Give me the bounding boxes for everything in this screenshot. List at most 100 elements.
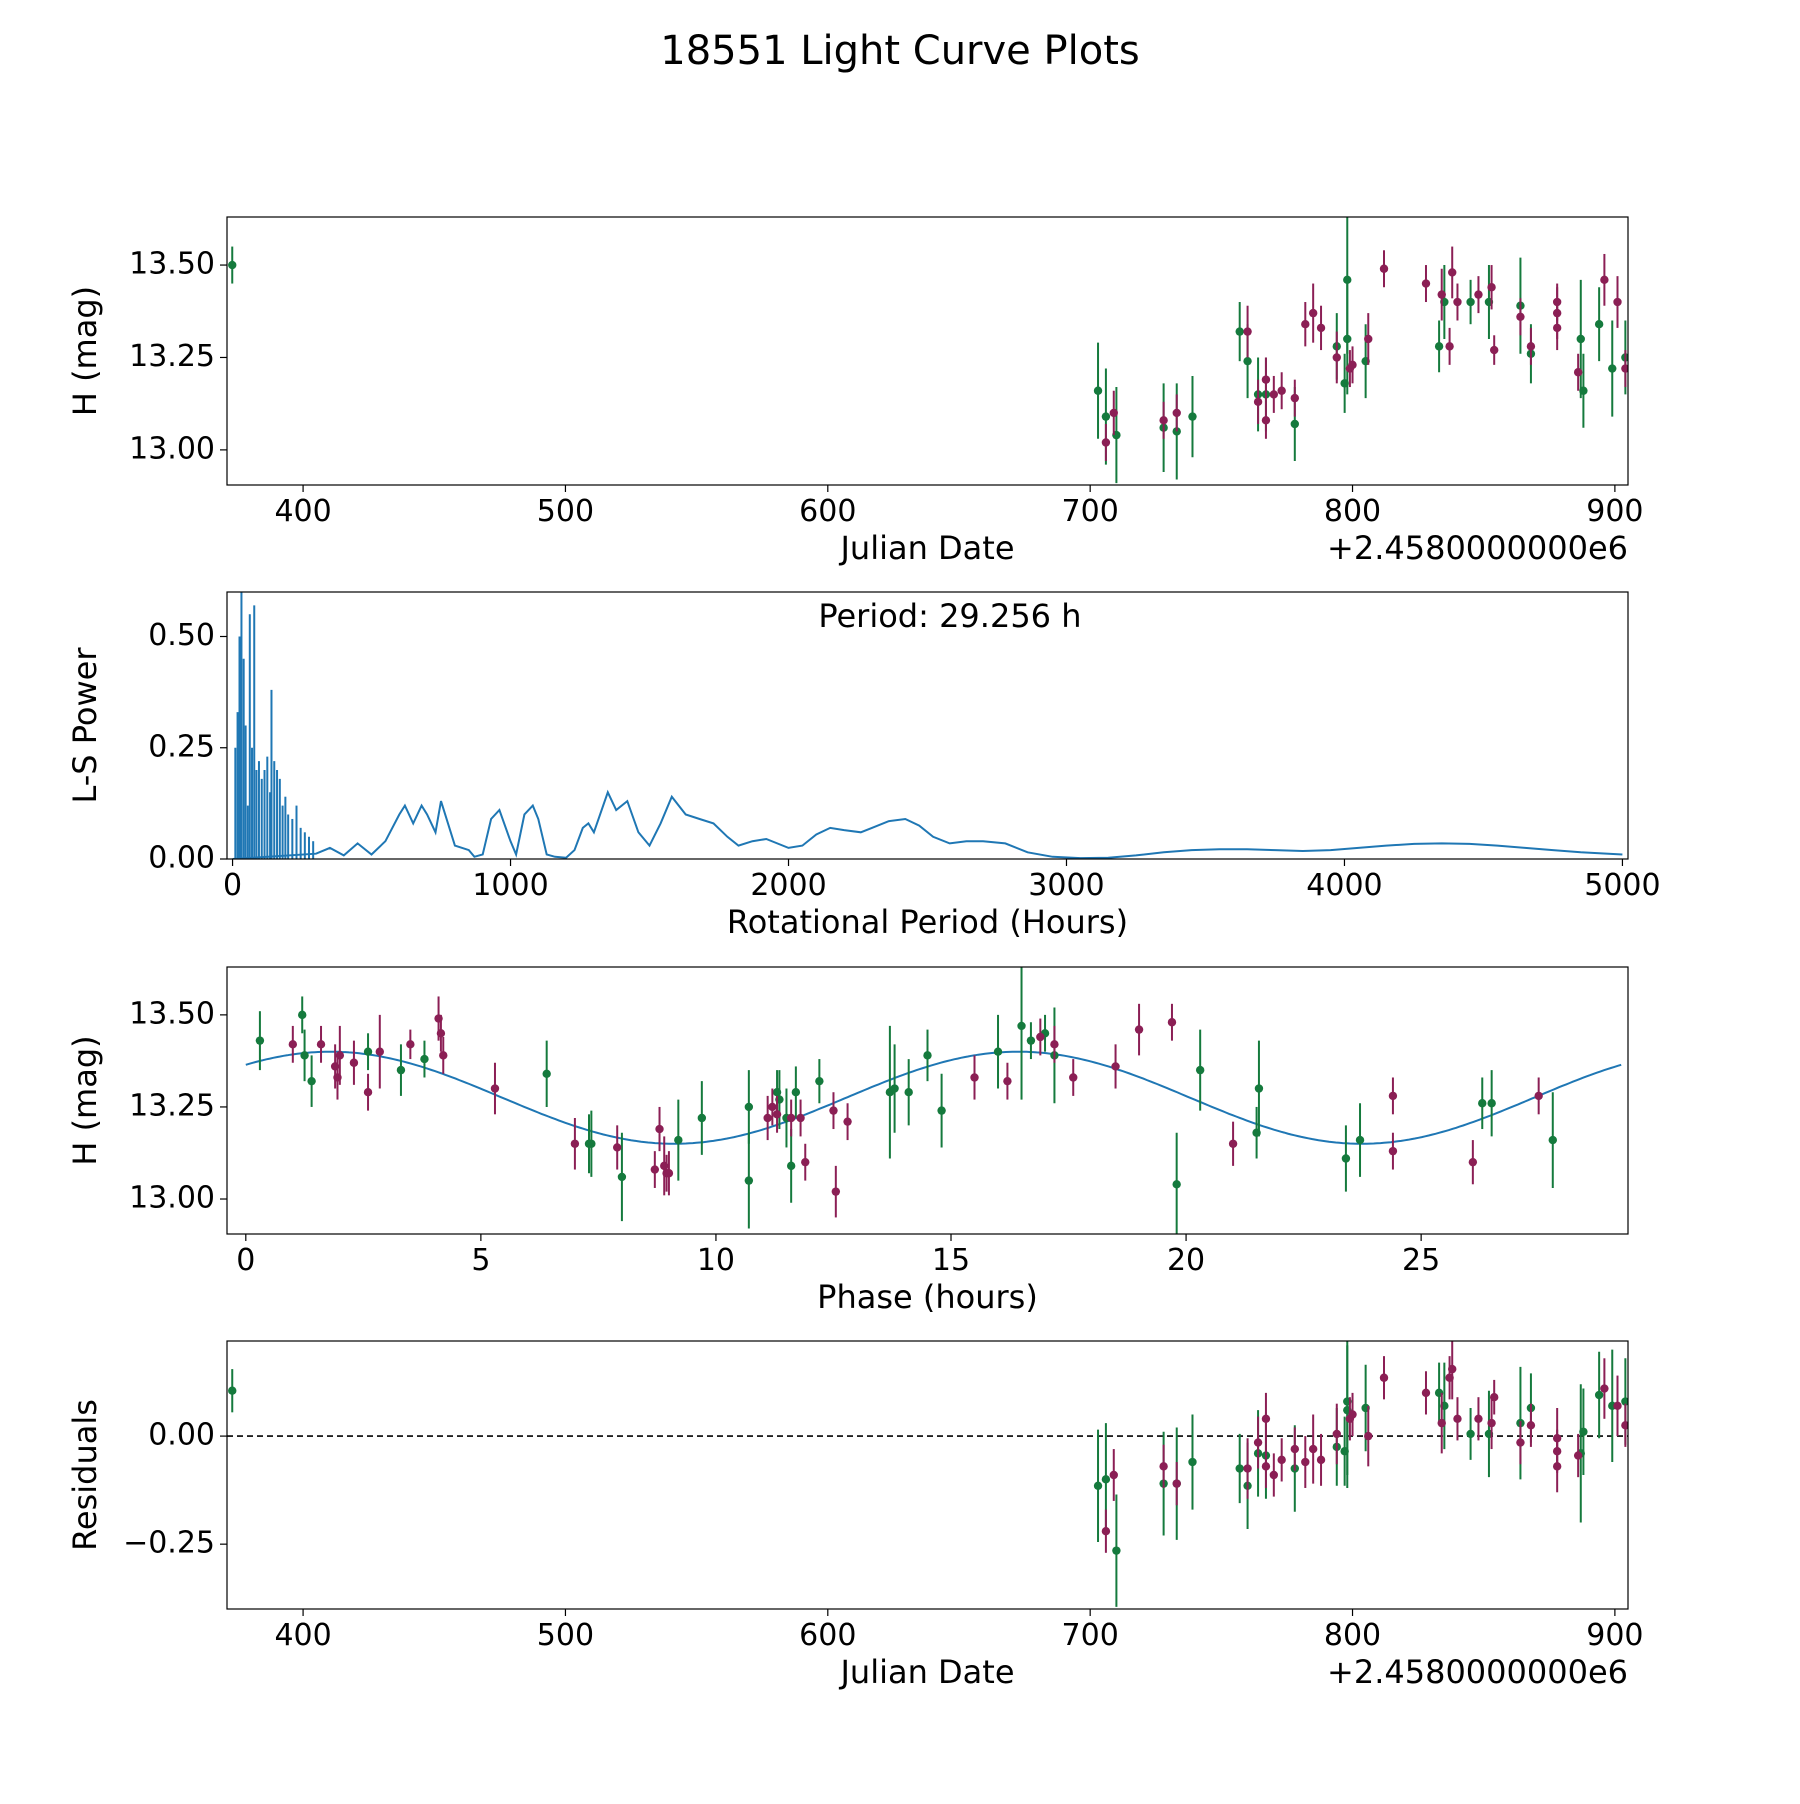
phase-data-point: [542, 1069, 551, 1079]
lc-data-point: [1552, 297, 1562, 307]
res-data-point: [1269, 1470, 1279, 1480]
phase-data-point: [363, 1047, 373, 1056]
lc-data-point: [1379, 264, 1389, 273]
phase-data-point: [1195, 1065, 1205, 1075]
res-data-point: [1448, 1364, 1457, 1374]
res-data-point: [1489, 1392, 1499, 1402]
phase-data-point: [436, 1029, 446, 1038]
phase-xtick-label: 20: [1167, 1243, 1205, 1278]
res-data-point: [1348, 1410, 1357, 1419]
lc-data-point: [1159, 416, 1168, 425]
res-data-point: [1552, 1462, 1562, 1471]
lc-data-point: [1364, 334, 1373, 344]
lc-data-point: [1261, 375, 1271, 384]
ls-ytick-label: 0.50: [148, 618, 215, 653]
phase-data-point: [613, 1143, 622, 1152]
phase-ylabel: H (mag): [66, 1035, 104, 1165]
lc-data-point: [1301, 320, 1310, 329]
res-xlabel: Julian Date: [838, 1653, 1014, 1691]
res-data-point: [1188, 1457, 1197, 1467]
lc-data-point: [1421, 279, 1431, 288]
lc-data-point: [1576, 334, 1585, 344]
phase-data-point: [349, 1058, 359, 1067]
lc-ytick-label: 13.50: [129, 247, 215, 282]
ls-power-curve: [232, 789, 1623, 859]
phase-data-point: [255, 1036, 265, 1045]
phase-data-point: [791, 1088, 801, 1097]
lc-data-point: [1332, 353, 1341, 362]
lc-data-point: [1613, 297, 1622, 307]
lc-data-point: [1243, 356, 1252, 366]
lc-data-point: [1552, 323, 1562, 333]
phase-xtick-label: 10: [697, 1243, 735, 1278]
res-axes-frame: [226, 1340, 1629, 1610]
phase-xtick-label: 5: [471, 1243, 490, 1278]
lc-data-point: [1188, 412, 1197, 421]
phase-data-point: [1134, 1025, 1144, 1034]
res-data-point: [1466, 1429, 1475, 1439]
phase-data-point: [993, 1047, 1003, 1056]
phase-data-point: [904, 1088, 913, 1097]
res-data-point: [1159, 1462, 1168, 1471]
phase-data-point: [650, 1165, 660, 1174]
lc-axes-frame: [226, 216, 1629, 486]
res-xtick-label: 500: [537, 1618, 594, 1653]
lc-data-point: [1474, 290, 1483, 299]
phase-data-point: [439, 1051, 448, 1060]
res-data-point: [1101, 1475, 1111, 1484]
phase-data-point: [664, 1169, 674, 1178]
phase-data-point: [300, 1051, 309, 1060]
phase-data-point: [763, 1113, 772, 1123]
phase-data-point: [655, 1124, 664, 1134]
lc-data-point: [1579, 386, 1588, 395]
lc-data-point: [1453, 297, 1462, 307]
res-plot-area: [227, 1341, 1628, 1607]
ls-ytick-label: 0.00: [148, 841, 215, 876]
ls-xtick-label: 5000: [1584, 868, 1660, 903]
phase-data-point: [1388, 1146, 1398, 1156]
lc-data-point: [1621, 364, 1628, 373]
phase-data-point: [796, 1113, 805, 1123]
res-ylabel: Residuals: [66, 1399, 104, 1551]
lc-data-point: [1253, 397, 1263, 407]
res-data-point: [1093, 1481, 1103, 1491]
phase-data-point: [744, 1102, 754, 1112]
phase-data-point: [316, 1040, 326, 1049]
phase-data-point: [1487, 1099, 1496, 1108]
lc-data-point: [1101, 438, 1111, 447]
res-data-point: [1277, 1455, 1286, 1465]
res-data-point: [1235, 1464, 1244, 1473]
phase-data-point: [697, 1113, 707, 1123]
lc-data-point: [1348, 360, 1357, 370]
res-data-point: [1579, 1427, 1588, 1436]
lc-xtick-label: 500: [537, 494, 594, 529]
lc-xtick-label: 700: [1062, 494, 1119, 529]
phase-data-point: [1468, 1157, 1478, 1167]
phase-data-point: [1036, 1032, 1045, 1042]
res-data-point: [1526, 1421, 1536, 1430]
lc-xtick-label: 800: [1324, 494, 1381, 529]
phase-data-point: [786, 1161, 796, 1171]
phase-xtick-label: 15: [932, 1243, 970, 1278]
lc-data-point: [1109, 408, 1118, 418]
ls-xtick-label: 1000: [472, 868, 548, 903]
phase-data-point: [772, 1110, 782, 1119]
phase-data-point: [801, 1157, 810, 1167]
res-data-point: [1364, 1431, 1373, 1441]
phase-ytick-label: 13.25: [129, 1088, 215, 1123]
phase-data-point: [406, 1040, 415, 1049]
phase-data-point: [1017, 1021, 1026, 1031]
phase-data-point: [1534, 1091, 1543, 1101]
res-data-point: [1453, 1414, 1462, 1424]
phase-data-point: [843, 1117, 852, 1126]
res-data-point: [1316, 1455, 1326, 1465]
res-xtick-label: 400: [274, 1618, 331, 1653]
lc-data-point: [228, 260, 237, 270]
res-xtick-label: 800: [1324, 1618, 1381, 1653]
lc-data-point: [1573, 368, 1583, 377]
phase-data-point: [396, 1065, 406, 1075]
phase-data-point: [1167, 1018, 1177, 1027]
lc-data-point: [1093, 386, 1103, 395]
phase-data-point: [335, 1051, 345, 1060]
